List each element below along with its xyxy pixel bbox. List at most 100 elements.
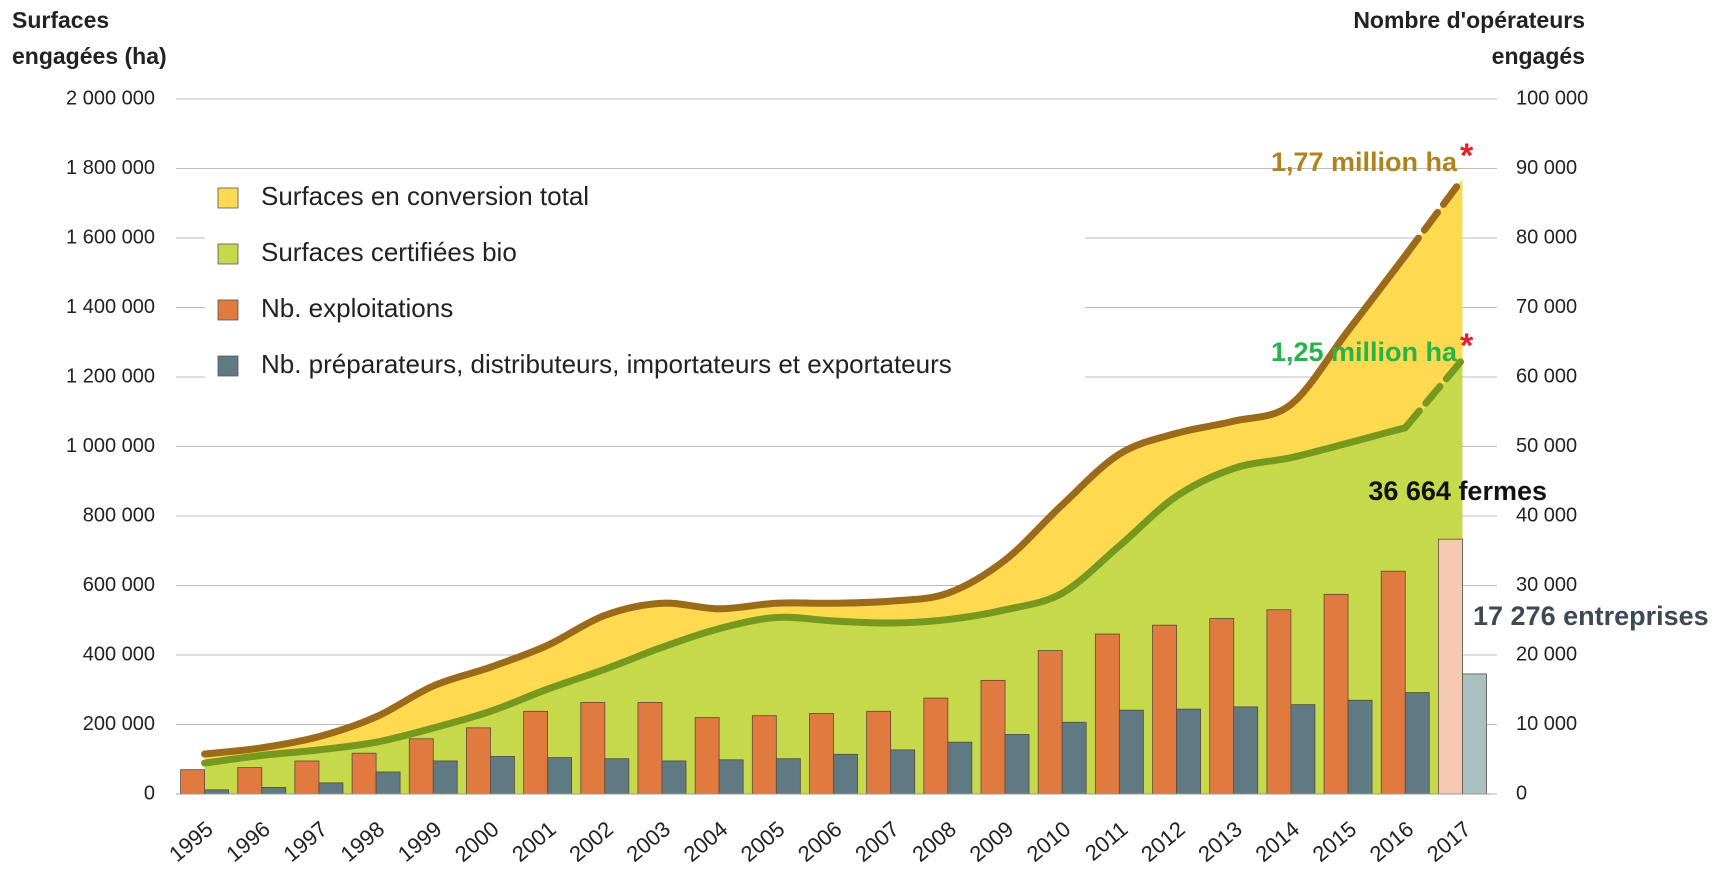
- y2-tick-label: 60 000: [1516, 365, 1577, 387]
- legend-swatch: [217, 355, 239, 377]
- legend-swatch: [217, 187, 239, 209]
- bar: [1323, 593, 1349, 795]
- annotation: 1,25 million ha: [1271, 337, 1458, 367]
- bar: [775, 758, 801, 795]
- y2-tick-label: 40 000: [1516, 504, 1577, 526]
- y-tick-label: 2 000 000: [66, 87, 155, 109]
- bar: [890, 749, 916, 795]
- bar: [466, 727, 491, 795]
- bar: [923, 697, 949, 795]
- bar: [1061, 721, 1087, 795]
- legend-bg: [205, 170, 1085, 395]
- y2-tick-label: 90 000: [1516, 157, 1577, 179]
- bar: [490, 756, 515, 795]
- y-axis-title: Surfaces: [12, 7, 109, 33]
- x-tick-label: 2014: [1250, 816, 1304, 867]
- x-tick-label: 2005: [736, 816, 790, 867]
- bar: [1438, 538, 1463, 795]
- legend-label: Nb. préparateurs, distributeurs, importa…: [261, 349, 952, 379]
- y2-tick-label: 20 000: [1516, 643, 1577, 665]
- y2-tick-label: 10 000: [1516, 713, 1577, 735]
- x-tick-label: 2000: [450, 816, 504, 867]
- bar: [261, 786, 287, 795]
- bar: [294, 760, 320, 795]
- x-tick-label: 2006: [793, 816, 847, 867]
- y2-tick-label: 50 000: [1516, 435, 1577, 457]
- line: [201, 252, 1409, 758]
- x-tick-label: 1997: [279, 816, 333, 867]
- y-axis-title: engagées (ha): [12, 43, 167, 69]
- bar: [1004, 734, 1030, 795]
- x-tick-label: 1995: [164, 816, 218, 867]
- y2-tick-label: 0: [1516, 782, 1527, 804]
- x-tick-label: 2011: [1080, 816, 1132, 866]
- y-tick-label: 600 000: [83, 574, 155, 596]
- bar: [1094, 633, 1120, 795]
- x-tick-label: 2013: [1193, 816, 1247, 867]
- y-tick-label: 1 800 000: [66, 157, 155, 179]
- bar: [1233, 706, 1259, 795]
- bar: [661, 760, 687, 795]
- bar: [237, 767, 263, 795]
- bar: [1462, 673, 1487, 795]
- bar: [604, 758, 630, 795]
- x-tick-label: 2012: [1136, 816, 1190, 867]
- bar: [809, 713, 834, 795]
- y2-tick-label: 100 000: [1516, 87, 1588, 109]
- y2-tick-label: 70 000: [1516, 296, 1577, 318]
- bar: [637, 702, 663, 795]
- x-tick-label: 2001: [507, 816, 561, 867]
- annotation: 17 276 entreprises: [1473, 601, 1709, 631]
- bar: [351, 752, 377, 795]
- line-dashed: [1401, 356, 1466, 432]
- x-tick-label: 2004: [679, 816, 733, 867]
- x-tick-label: 1996: [221, 816, 275, 867]
- y-tick-label: 0: [144, 782, 155, 804]
- legend-label: Surfaces certifiées bio: [261, 237, 517, 267]
- bar: [718, 759, 744, 795]
- line: [201, 424, 1409, 767]
- x-tick-label: 2008: [907, 816, 961, 867]
- bar: [751, 715, 777, 795]
- x-tick-label: 2017: [1422, 816, 1476, 867]
- line-dashed: [1401, 175, 1466, 260]
- y-tick-label: 800 000: [83, 504, 155, 526]
- y2-axis-title: Nombre d'opérateurs: [1353, 7, 1585, 33]
- y-tick-label: 1 600 000: [66, 226, 155, 248]
- bar: [1290, 704, 1316, 795]
- legend-label: Surfaces en conversion total: [261, 181, 589, 211]
- y2-axis-title: engagés: [1492, 43, 1585, 69]
- bar: [204, 789, 230, 795]
- y-tick-label: 1 200 000: [66, 365, 155, 387]
- y2-tick-label: 30 000: [1516, 574, 1577, 596]
- y-tick-label: 400 000: [83, 643, 155, 665]
- x-tick-label: 2007: [850, 816, 904, 867]
- bar: [1209, 618, 1235, 795]
- bar: [375, 771, 401, 795]
- bar: [833, 753, 858, 795]
- x-tick-label: 1998: [336, 816, 390, 867]
- bar: [1380, 570, 1406, 795]
- x-tick-label: 2002: [564, 816, 618, 867]
- bar: [180, 769, 205, 795]
- legend-swatch: [217, 243, 239, 265]
- x-tick-label: 2003: [622, 816, 676, 867]
- bar: [947, 741, 973, 795]
- bar: [980, 679, 1006, 795]
- bar: [1176, 708, 1201, 795]
- y2-tick-label: 80 000: [1516, 226, 1577, 248]
- bar: [408, 738, 434, 795]
- x-tick-label: 2015: [1308, 816, 1362, 867]
- bar: [432, 760, 458, 795]
- y-tick-label: 1 000 000: [66, 435, 155, 457]
- bar: [1347, 699, 1373, 795]
- x-tick-label: 2010: [1022, 816, 1076, 867]
- y-tick-label: 1 400 000: [66, 296, 155, 318]
- y-tick-label: 200 000: [83, 713, 155, 735]
- x-tick-label: 2016: [1365, 816, 1419, 867]
- x-tick-label: 1999: [393, 816, 447, 867]
- bar: [1118, 709, 1144, 795]
- bar: [318, 782, 344, 795]
- bar: [547, 757, 573, 795]
- annotation-mark: *: [1460, 137, 1474, 175]
